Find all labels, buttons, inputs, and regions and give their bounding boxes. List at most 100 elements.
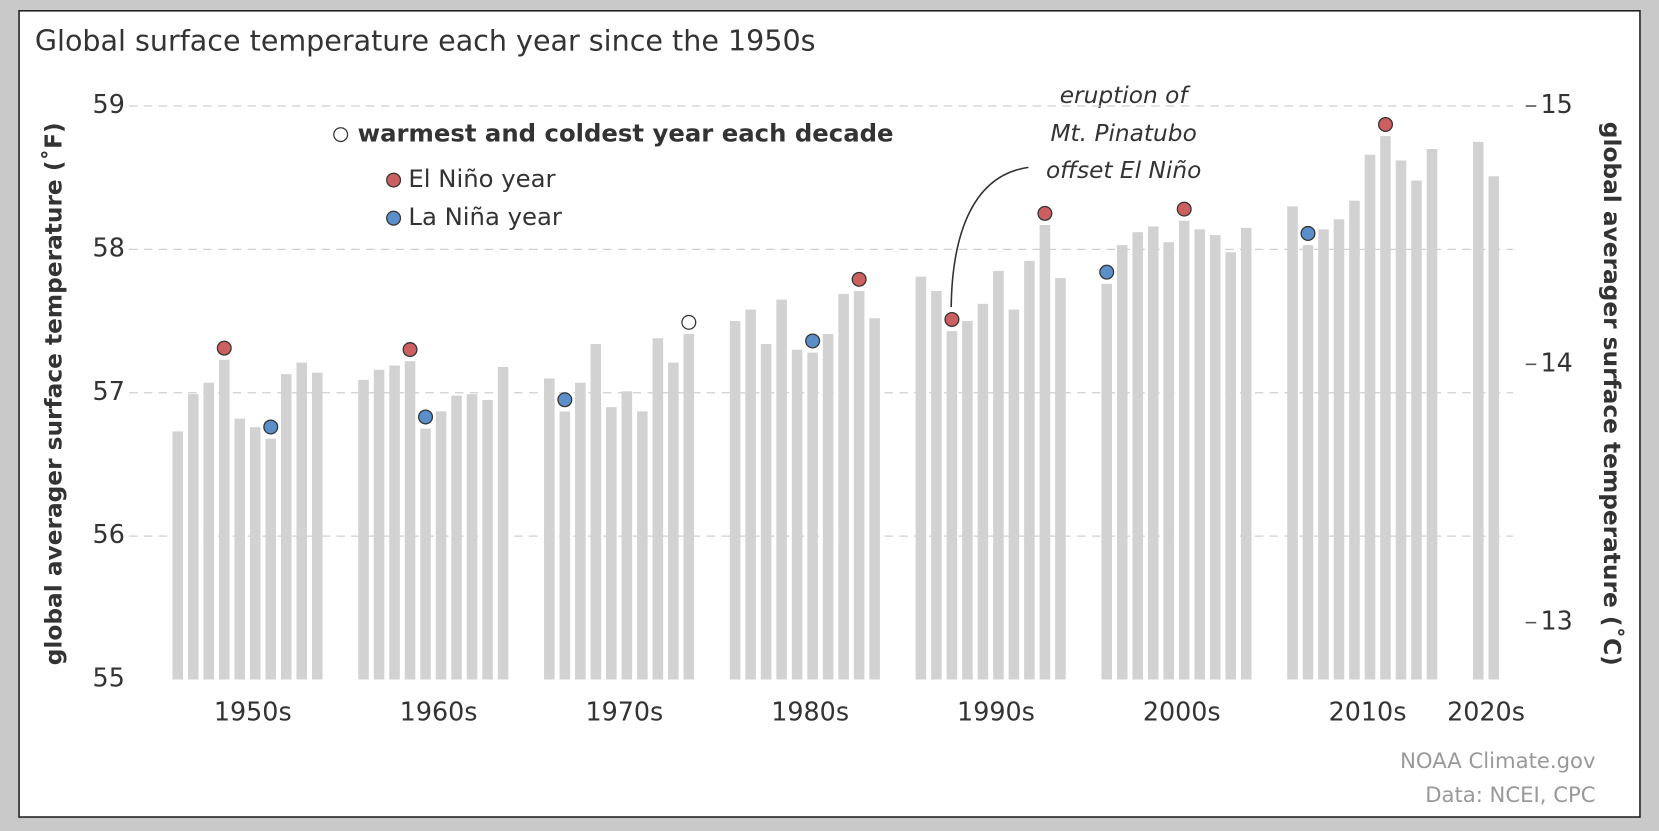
marker <box>402 342 418 358</box>
legend-swatch <box>386 210 402 226</box>
y-tick-label: 59 <box>93 89 125 119</box>
bar <box>1472 141 1484 680</box>
x-tick-label: 1950s <box>214 696 292 726</box>
legend-label: warmest and coldest year each decade <box>358 119 894 148</box>
bar <box>869 318 880 680</box>
legend-swatch <box>333 127 349 143</box>
bar <box>590 344 602 680</box>
bar <box>962 321 973 680</box>
bar <box>1318 229 1329 680</box>
bar <box>1132 232 1143 680</box>
bar <box>915 276 927 680</box>
bar <box>606 407 617 680</box>
y2-axis-label: global averager surface temperature (˚C) <box>1598 122 1625 666</box>
bar <box>745 309 756 680</box>
y-tick-label: 58 <box>93 232 125 262</box>
bar <box>1194 229 1205 680</box>
bar <box>1364 154 1376 680</box>
bar <box>1395 160 1407 680</box>
bar <box>482 399 493 680</box>
chart-title: Global surface temperature each year sin… <box>35 24 816 58</box>
bar <box>683 333 695 680</box>
bar <box>1349 200 1360 680</box>
bar <box>760 344 772 680</box>
marker <box>263 419 279 435</box>
bar <box>1147 226 1159 680</box>
annotation-line: offset El Niño <box>1046 157 1201 184</box>
x-tick-label: 2010s <box>1329 696 1407 726</box>
bar <box>1116 245 1128 680</box>
bar <box>1426 149 1438 680</box>
source: Data: NCEI, CPC <box>1425 782 1595 807</box>
bar <box>1039 225 1051 680</box>
bar <box>544 378 555 680</box>
legend-swatch <box>386 172 402 188</box>
bar <box>1225 252 1236 680</box>
bar <box>931 290 942 680</box>
bar <box>497 366 509 680</box>
bar <box>203 382 215 680</box>
bar <box>1008 309 1020 680</box>
x-tick-label: 1970s <box>585 696 663 726</box>
source: NOAA Climate.gov <box>1400 748 1595 773</box>
y-tick-label: 56 <box>93 519 125 549</box>
x-tick-label: 1990s <box>957 696 1035 726</box>
x-tick-label: 1980s <box>771 696 849 726</box>
bar <box>404 361 416 680</box>
bar <box>1380 136 1391 680</box>
bar <box>265 438 277 680</box>
bar <box>621 391 633 680</box>
marker <box>216 340 232 356</box>
bar <box>729 321 741 680</box>
bar <box>280 374 292 680</box>
bar <box>187 394 199 680</box>
bar <box>466 394 478 680</box>
marker <box>851 271 867 287</box>
bar <box>420 428 431 680</box>
bar <box>977 303 989 680</box>
annotation-line: eruption of <box>1060 82 1192 109</box>
bar <box>1488 176 1500 680</box>
bar <box>1411 180 1422 680</box>
bar <box>637 411 648 680</box>
bar <box>853 290 865 680</box>
bar <box>1240 227 1252 680</box>
bar <box>389 365 400 680</box>
annotation-line: Mt. Pinatubo <box>1050 120 1196 147</box>
legend-label: La Niña year <box>408 202 562 231</box>
bar <box>1101 283 1112 680</box>
bar <box>435 411 447 680</box>
bar <box>776 299 787 680</box>
bar <box>172 431 184 680</box>
marker <box>1176 201 1192 217</box>
bar <box>1333 219 1345 680</box>
y2-tick-label: 15 <box>1541 89 1573 119</box>
y-tick-label: 57 <box>93 376 125 406</box>
marker <box>1300 225 1316 241</box>
bar <box>838 293 849 680</box>
annotation-leader <box>950 166 1029 308</box>
annotation: eruption of Mt. Pinatubo offset El Niño <box>1046 82 1201 184</box>
bar <box>1302 245 1314 680</box>
marker <box>1099 264 1115 280</box>
bar <box>311 372 323 680</box>
bar <box>296 362 308 680</box>
marker <box>557 392 573 408</box>
bar <box>652 338 664 680</box>
bar <box>249 427 261 680</box>
x-tick-label: 2000s <box>1143 696 1221 726</box>
bar <box>1209 235 1221 680</box>
y-axis-label: global averager surface temperature (˚F) <box>41 122 68 665</box>
y2-tick-label: 13 <box>1541 606 1573 636</box>
marker <box>1037 205 1053 221</box>
x-tick-label: 2020s <box>1447 696 1525 726</box>
bar <box>1055 278 1066 680</box>
bar <box>1287 206 1298 680</box>
bar <box>807 352 818 680</box>
bar <box>946 331 958 680</box>
marker <box>944 311 960 327</box>
bar <box>822 333 834 680</box>
legend-label: El Niño year <box>408 164 555 193</box>
